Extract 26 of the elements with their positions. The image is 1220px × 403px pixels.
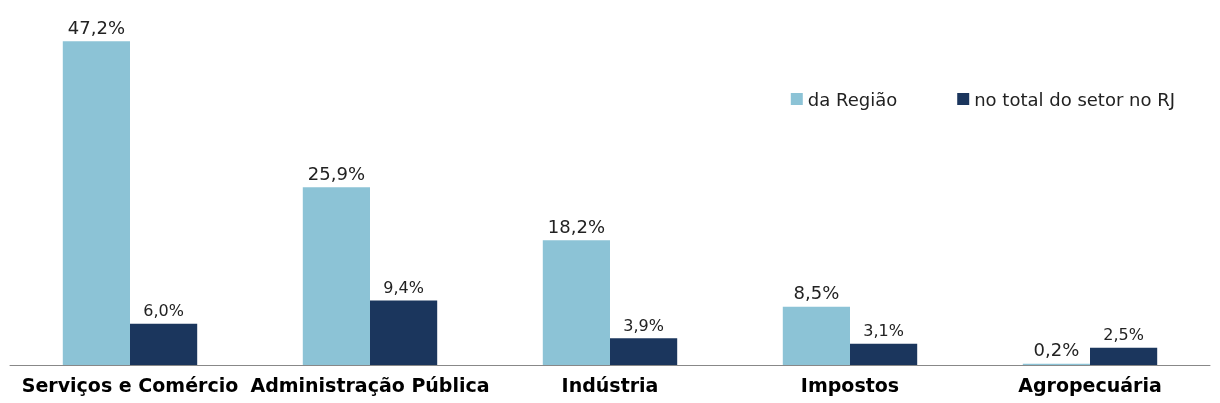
data-label: 25,9%: [307, 162, 365, 184]
bar: [130, 323, 198, 365]
x-tick-label: Indústria: [561, 373, 659, 396]
data-label: 9,4%: [383, 278, 424, 298]
bar: [62, 41, 130, 365]
data-label: 47,2%: [67, 16, 125, 38]
legend-label: no total do setor no RJ: [974, 88, 1176, 110]
data-label: 0,2%: [1033, 339, 1080, 361]
bar: [850, 343, 918, 365]
x-tick-label: Administração Pública: [250, 373, 490, 396]
bar: [370, 300, 438, 365]
legend-label: da Região: [807, 88, 898, 110]
x-tick-label: Agropecuária: [1018, 373, 1162, 396]
data-label: 18,2%: [547, 215, 605, 237]
data-label: 6,0%: [143, 301, 184, 321]
bar: [302, 187, 370, 365]
data-label: 3,9%: [623, 315, 664, 335]
x-tick-label: Serviços e Comércio: [21, 373, 239, 396]
bar: [782, 306, 850, 365]
data-label: 8,5%: [793, 282, 840, 304]
bar: [1090, 347, 1158, 365]
x-tick-label: Impostos: [800, 373, 900, 396]
bar: [610, 338, 678, 365]
bar: [542, 240, 610, 365]
data-label: 3,1%: [863, 321, 904, 341]
data-label: 2,5%: [1103, 325, 1144, 345]
